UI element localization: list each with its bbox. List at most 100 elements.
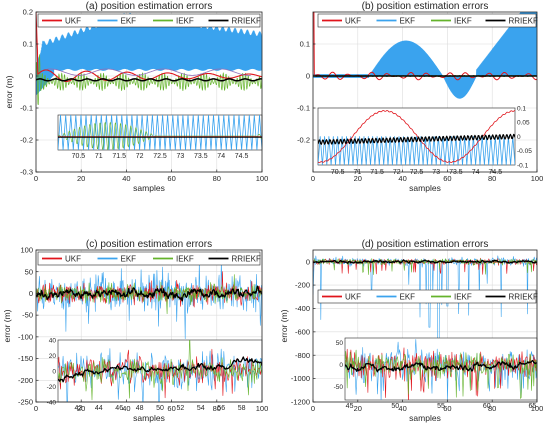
y-tick-label: 100	[20, 246, 33, 255]
x-tick-label: 40	[122, 404, 130, 413]
panel-c: UKF EKF IEKF RRIEKF 42 44 46 48 50 52 54 56 58 -40 -20…	[2, 239, 268, 423]
series-rriekf	[36, 78, 262, 82]
legend-label: EKF	[121, 255, 137, 264]
legend-label: IEKF	[454, 293, 472, 302]
inset-b: 70.5 71 71.5 72 72.5 73 73.5 74 74.5 -0.1 -0.05 0 0.…	[317, 105, 532, 176]
legend-item-iekf: IEKF	[153, 17, 194, 26]
inset-x-tick-label: 70.5	[72, 153, 86, 160]
legend-item-rriekf: RRIEKF	[485, 293, 538, 302]
legend-box	[37, 13, 261, 28]
legend-item-ekf: EKF	[376, 293, 415, 302]
x-axis-label: samples	[133, 413, 165, 423]
inset-y-tick-label: -0.1	[517, 162, 529, 169]
x-tick-label: 60	[167, 404, 175, 413]
x-tick-label: 80	[488, 174, 496, 183]
inset-y-tick-label: -50	[334, 384, 344, 391]
inset-x-tick-label: 72.5	[410, 169, 424, 176]
series-rriekf	[313, 259, 537, 264]
legend-label: IEKF	[454, 17, 472, 26]
x-axis-label: samples	[409, 413, 441, 423]
inset-x-tick-label: 46	[115, 405, 123, 412]
inset-x-tick-label: 71.5	[370, 169, 384, 176]
inset-x-tick-label: 73.5	[194, 153, 208, 160]
y-tick-label: -0.2	[20, 136, 33, 145]
inset-y-tick-label: -0.05	[517, 148, 532, 155]
inset-x-tick-label: 74.5	[488, 169, 502, 176]
inset-x-tick-label: 45	[346, 403, 354, 410]
inset-series-rriekf	[345, 359, 537, 373]
legend-label: RRIEKF	[232, 255, 261, 264]
y-tick-label: -600	[295, 327, 310, 336]
axes-frame	[35, 249, 263, 403]
x-tick-label: 20	[354, 404, 362, 413]
legend-item-iekf: IEKF	[431, 293, 472, 302]
y-tick-label: -200	[18, 376, 33, 385]
legend-item-ekf: EKF	[97, 255, 137, 264]
y-tick-label: 0.1	[23, 40, 33, 49]
inset-series	[318, 109, 515, 165]
series-group	[313, 255, 537, 379]
y-tick-label: 0.1	[300, 40, 310, 49]
y-axis-label: error (m)	[4, 75, 14, 108]
inset-x-tick-label: 52	[177, 405, 185, 412]
y-tick-label: -150	[18, 354, 33, 363]
legend-label: IEKF	[176, 17, 194, 26]
inset-x-tick-label: 54	[197, 405, 205, 412]
x-tick-label: 20	[77, 404, 85, 413]
legend-item-iekf: IEKF	[153, 255, 194, 264]
x-tick-label: 0	[311, 404, 315, 413]
y-tick-label: -1200	[291, 398, 310, 407]
inset-x-tick-label: 74.5	[235, 153, 249, 160]
inset-a: 70.5 71 71.5 72 72.5 73 73.5 74 74.5	[57, 114, 263, 160]
chart-title: (b) position estimation errors	[362, 1, 489, 12]
y-tick-label: 0	[29, 289, 33, 298]
y-tick-label: 0	[306, 257, 310, 266]
series-iekf	[313, 258, 537, 275]
inset-y-tick-label: -40	[47, 399, 57, 406]
inset-x-tick-label: 73	[432, 169, 440, 176]
chart-title: (c) position estimation errors	[86, 239, 212, 250]
inset-series-iekf	[345, 349, 537, 399]
inset-x-tick-label: 44	[95, 405, 103, 412]
legend-label: RRIEKF	[232, 17, 261, 26]
inset-x-tick-label: 73	[177, 153, 185, 160]
y-tick-label: -800	[295, 351, 310, 360]
legend-item-rriekf: RRIEKF	[208, 255, 261, 264]
y-axis-label: error (m)	[279, 309, 289, 342]
y-tick-label: 50	[25, 267, 33, 276]
y-axis-label: error (m)	[2, 309, 12, 342]
x-tick-label: 60	[443, 404, 451, 413]
legend-item-ukf: UKF	[42, 255, 81, 264]
x-tick-label: 100	[531, 404, 544, 413]
x-tick-label: 0	[34, 404, 38, 413]
y-tick-label: -0.1	[297, 104, 310, 113]
panel-a: UKF EKF IEKF RRIEKF 70.5 71 71.5 72 72.5 73 73.5 74…	[4, 1, 268, 193]
x-tick-label: 40	[398, 174, 406, 183]
x-tick-label: 20	[354, 174, 362, 183]
x-tick-label: 60	[443, 174, 451, 183]
inset-x-tick-label: 74	[217, 153, 225, 160]
legend-box	[37, 251, 261, 266]
x-axis-label: samples	[409, 183, 441, 193]
inset-y-tick-label: 0	[339, 362, 343, 369]
y-tick-label: -200	[295, 281, 310, 290]
inset-x-tick-label: 71	[354, 169, 362, 176]
inset-series	[58, 340, 262, 402]
inset-y-tick-label: -20	[47, 384, 57, 391]
x-axis-label: samples	[133, 183, 165, 193]
panel-b: UKF EKF IEKF RRIEKF 70.5 71 71.5 72 72.5 73 73.5 74…	[297, 1, 543, 193]
y-tick-label: -100	[18, 332, 33, 341]
y-tick-label: 0	[306, 72, 310, 81]
legend-item-iekf: IEKF	[431, 17, 472, 26]
inset-y-tick-label: 50	[336, 340, 344, 347]
x-tick-label: 80	[213, 174, 221, 183]
inset-x-tick-label: 71	[95, 153, 103, 160]
inset-c: 42 44 46 48 50 52 54 56 58 -40 -20 0 20 40	[47, 337, 263, 412]
x-tick-label: 80	[213, 404, 221, 413]
inset-x-tick-label: 50	[156, 405, 164, 412]
y-tick-label: 0.2	[23, 8, 33, 17]
inset-x-tick-label: 58	[238, 405, 246, 412]
